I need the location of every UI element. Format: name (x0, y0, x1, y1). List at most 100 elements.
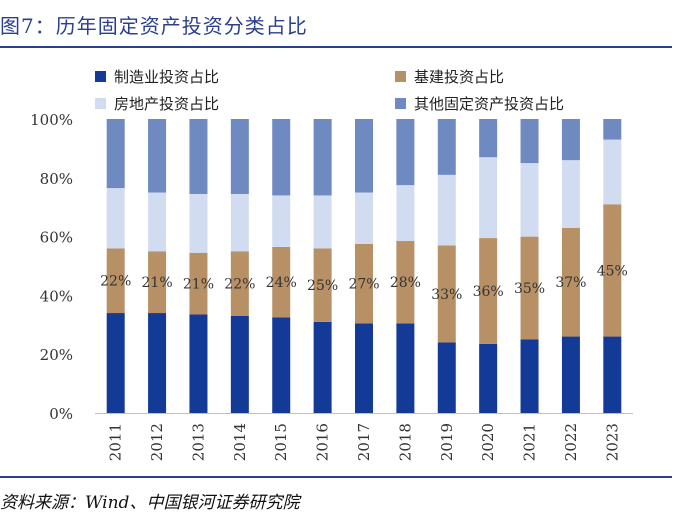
bar-segment-other (396, 119, 415, 186)
legend-label-manufacturing: 制造业投资占比 (114, 68, 220, 86)
bar-segment-infrastructure (355, 243, 373, 324)
bar-segment-real-estate (148, 192, 167, 252)
x-tick-label: 2013 (189, 423, 207, 461)
bar-segment-manufacturing (313, 321, 332, 413)
legend-swatch-other (395, 98, 406, 109)
bar-segment-manufacturing (148, 313, 167, 413)
x-tick-label: 2023 (603, 423, 621, 461)
bar-segment-manufacturing (437, 342, 456, 413)
x-tick-label: 2020 (479, 423, 497, 461)
bar-segment-real-estate (520, 163, 539, 237)
legend-label-real-estate: 房地产投资占比 (114, 95, 220, 113)
bar-segment-real-estate (355, 192, 373, 244)
bar-segment-other (189, 119, 208, 194)
bar-segment-real-estate (106, 188, 125, 249)
data-label: 37% (555, 275, 586, 291)
x-tick-label: 2016 (314, 423, 332, 461)
bar-segment-manufacturing (189, 314, 208, 413)
bar-segment-real-estate (230, 193, 249, 252)
x-tick-label: 2012 (148, 423, 166, 461)
y-tick-label: 100% (30, 111, 73, 129)
x-tick-label: 2015 (272, 423, 290, 461)
data-label: 22% (100, 274, 131, 290)
x-tick-label: 2011 (107, 423, 125, 461)
bar-segment-real-estate (313, 195, 332, 249)
bar-segment-infrastructure (189, 252, 208, 315)
bar-segment-real-estate (479, 157, 498, 239)
bar-segment-infrastructure (272, 246, 291, 318)
legend-swatch-real-estate (95, 98, 106, 109)
bar-segment-manufacturing (230, 315, 249, 413)
bar-segment-other (479, 119, 498, 158)
bar-segment-real-estate (396, 185, 415, 242)
bar-segment-infrastructure (313, 248, 332, 322)
data-label: 25% (307, 278, 338, 294)
bar-segment-infrastructure (479, 238, 498, 344)
legend-swatch-manufacturing (95, 71, 106, 82)
bar-segment-real-estate (603, 139, 622, 205)
bar-segment-infrastructure (561, 227, 580, 337)
bar-segment-manufacturing (355, 323, 373, 413)
bar-segment-manufacturing (396, 323, 415, 413)
bar-segment-manufacturing (520, 339, 539, 413)
data-label: 28% (390, 275, 421, 291)
bar-segment-other (520, 119, 539, 164)
bar-segment-other (148, 119, 167, 193)
legend-item-infrastructure: 基建投资占比 (395, 66, 504, 87)
bar-segment-manufacturing (603, 336, 622, 413)
x-tick-label: 2021 (521, 423, 539, 461)
bar-segment-real-estate (272, 195, 291, 247)
bar-segment-other (437, 119, 456, 175)
bar-segment-infrastructure (603, 204, 622, 337)
data-label: 22% (224, 277, 255, 293)
bar-segment-real-estate (437, 174, 456, 246)
bar-segment-infrastructure (230, 251, 249, 316)
data-label: 35% (514, 281, 545, 297)
legend-item-manufacturing: 制造业投资占比 (95, 66, 219, 87)
data-label: 27% (348, 277, 379, 293)
y-tick-label: 0% (49, 405, 73, 423)
bar-segment-infrastructure (148, 251, 167, 314)
footer-divider (0, 476, 672, 478)
data-label: 45% (597, 263, 628, 279)
bar-segment-manufacturing (561, 336, 580, 413)
legend-label-other: 其他固定资产投资占比 (414, 95, 565, 113)
bar-segment-other (230, 119, 249, 194)
title-divider (0, 46, 672, 48)
bar-segment-other (313, 119, 332, 196)
bar-segment-infrastructure (106, 248, 125, 314)
figure-title: 图7：历年固定资产投资分类占比 (0, 14, 308, 38)
legend-item-other: 其他固定资产投资占比 (395, 93, 564, 114)
legend-item-real-estate: 房地产投资占比 (95, 93, 219, 114)
bar-segment-manufacturing (479, 343, 498, 413)
bar-segment-real-estate (561, 160, 580, 228)
x-tick-label: 2014 (231, 423, 249, 461)
bar-segment-infrastructure (437, 245, 456, 343)
x-tick-label: 2019 (438, 423, 456, 461)
x-tick-label: 2022 (562, 423, 580, 461)
bar-segment-infrastructure (396, 241, 415, 324)
data-label: 24% (266, 275, 297, 291)
legend-label-infrastructure: 基建投资占比 (414, 68, 505, 86)
bar-segment-other (272, 119, 291, 196)
x-tick-label: 2017 (355, 423, 373, 461)
bar-segment-infrastructure (520, 236, 539, 340)
y-tick-label: 80% (40, 170, 73, 188)
bar-segment-other (106, 119, 125, 189)
legend-swatch-infrastructure (395, 71, 406, 82)
bar-segment-manufacturing (272, 317, 291, 413)
y-tick-label: 40% (40, 287, 73, 305)
bar-segment-other (561, 119, 580, 161)
bar-segment-real-estate (189, 193, 208, 253)
source-note: 资料来源：Wind、中国银河证券研究院 (0, 493, 300, 513)
data-label: 36% (473, 284, 504, 300)
data-label: 21% (183, 277, 214, 293)
bar-segment-manufacturing (106, 313, 125, 413)
bar-segment-other (603, 119, 622, 140)
data-label: 33% (431, 287, 462, 303)
data-label: 21% (142, 275, 173, 291)
y-tick-label: 60% (40, 229, 73, 247)
bar-segment-other (355, 119, 373, 193)
x-tick-label: 2018 (396, 423, 414, 461)
